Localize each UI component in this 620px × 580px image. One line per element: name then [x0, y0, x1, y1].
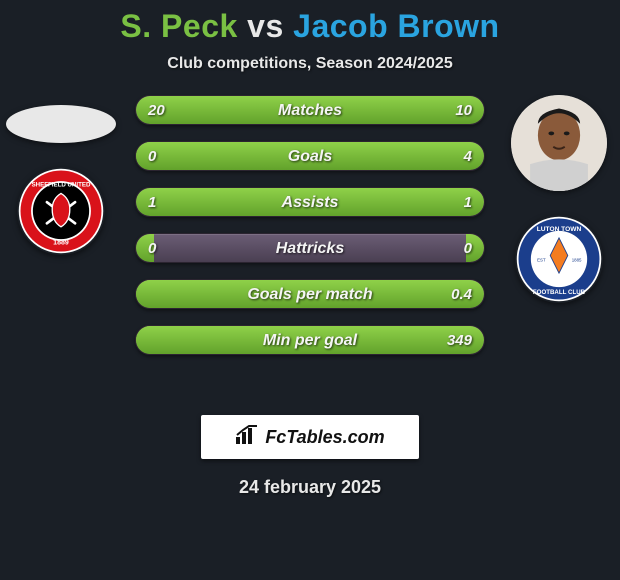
svg-text:1885: 1885	[572, 258, 582, 263]
player2-avatar	[511, 95, 607, 191]
date-text: 24 february 2025	[0, 477, 620, 498]
stat-bar-goals: 04Goals	[135, 141, 485, 171]
luton-town-crest: LUTON TOWN FOOTBALL CLUB EST 1885	[515, 215, 603, 303]
stat-bars: 2010Matches 04Goals 11Assists 00Hattricks 0.…	[135, 95, 485, 355]
stat-label: Matches	[136, 96, 484, 125]
subtitle: Club competitions, Season 2024/2025	[0, 55, 620, 73]
branding-icon	[235, 425, 259, 450]
branding-text: FcTables.com	[265, 427, 384, 448]
stat-bar-mpg: 349Min per goal	[135, 325, 485, 355]
svg-text:1889: 1889	[53, 239, 69, 246]
stat-label: Assists	[136, 188, 484, 217]
stat-label: Goals per match	[136, 280, 484, 309]
stat-bar-hattricks: 00Hattricks	[135, 233, 485, 263]
comparison-stage: SHEFFIELD UNITED 1889	[0, 95, 620, 395]
stat-label: Min per goal	[136, 326, 484, 355]
player2-name: Jacob Brown	[293, 8, 499, 44]
sheffield-united-crest: SHEFFIELD UNITED 1889	[17, 167, 105, 255]
svg-text:FOOTBALL CLUB: FOOTBALL CLUB	[533, 289, 586, 296]
svg-text:EST: EST	[537, 258, 546, 263]
svg-text:SHEFFIELD UNITED: SHEFFIELD UNITED	[32, 181, 91, 188]
stat-label: Hattricks	[136, 234, 484, 263]
right-player-column: LUTON TOWN FOOTBALL CLUB EST 1885	[504, 95, 614, 303]
page-title: S. Peck vs Jacob Brown	[0, 0, 620, 45]
svg-text:LUTON TOWN: LUTON TOWN	[537, 226, 582, 233]
player1-avatar	[6, 105, 116, 143]
left-player-column: SHEFFIELD UNITED 1889	[6, 95, 116, 255]
player1-name: S. Peck	[120, 8, 237, 44]
stat-bar-matches: 2010Matches	[135, 95, 485, 125]
vs-text: vs	[247, 8, 284, 44]
stat-label: Goals	[136, 142, 484, 171]
stat-bar-gpm: 0.4Goals per match	[135, 279, 485, 309]
stat-bar-assists: 11Assists	[135, 187, 485, 217]
branding-badge: FcTables.com	[201, 415, 419, 459]
